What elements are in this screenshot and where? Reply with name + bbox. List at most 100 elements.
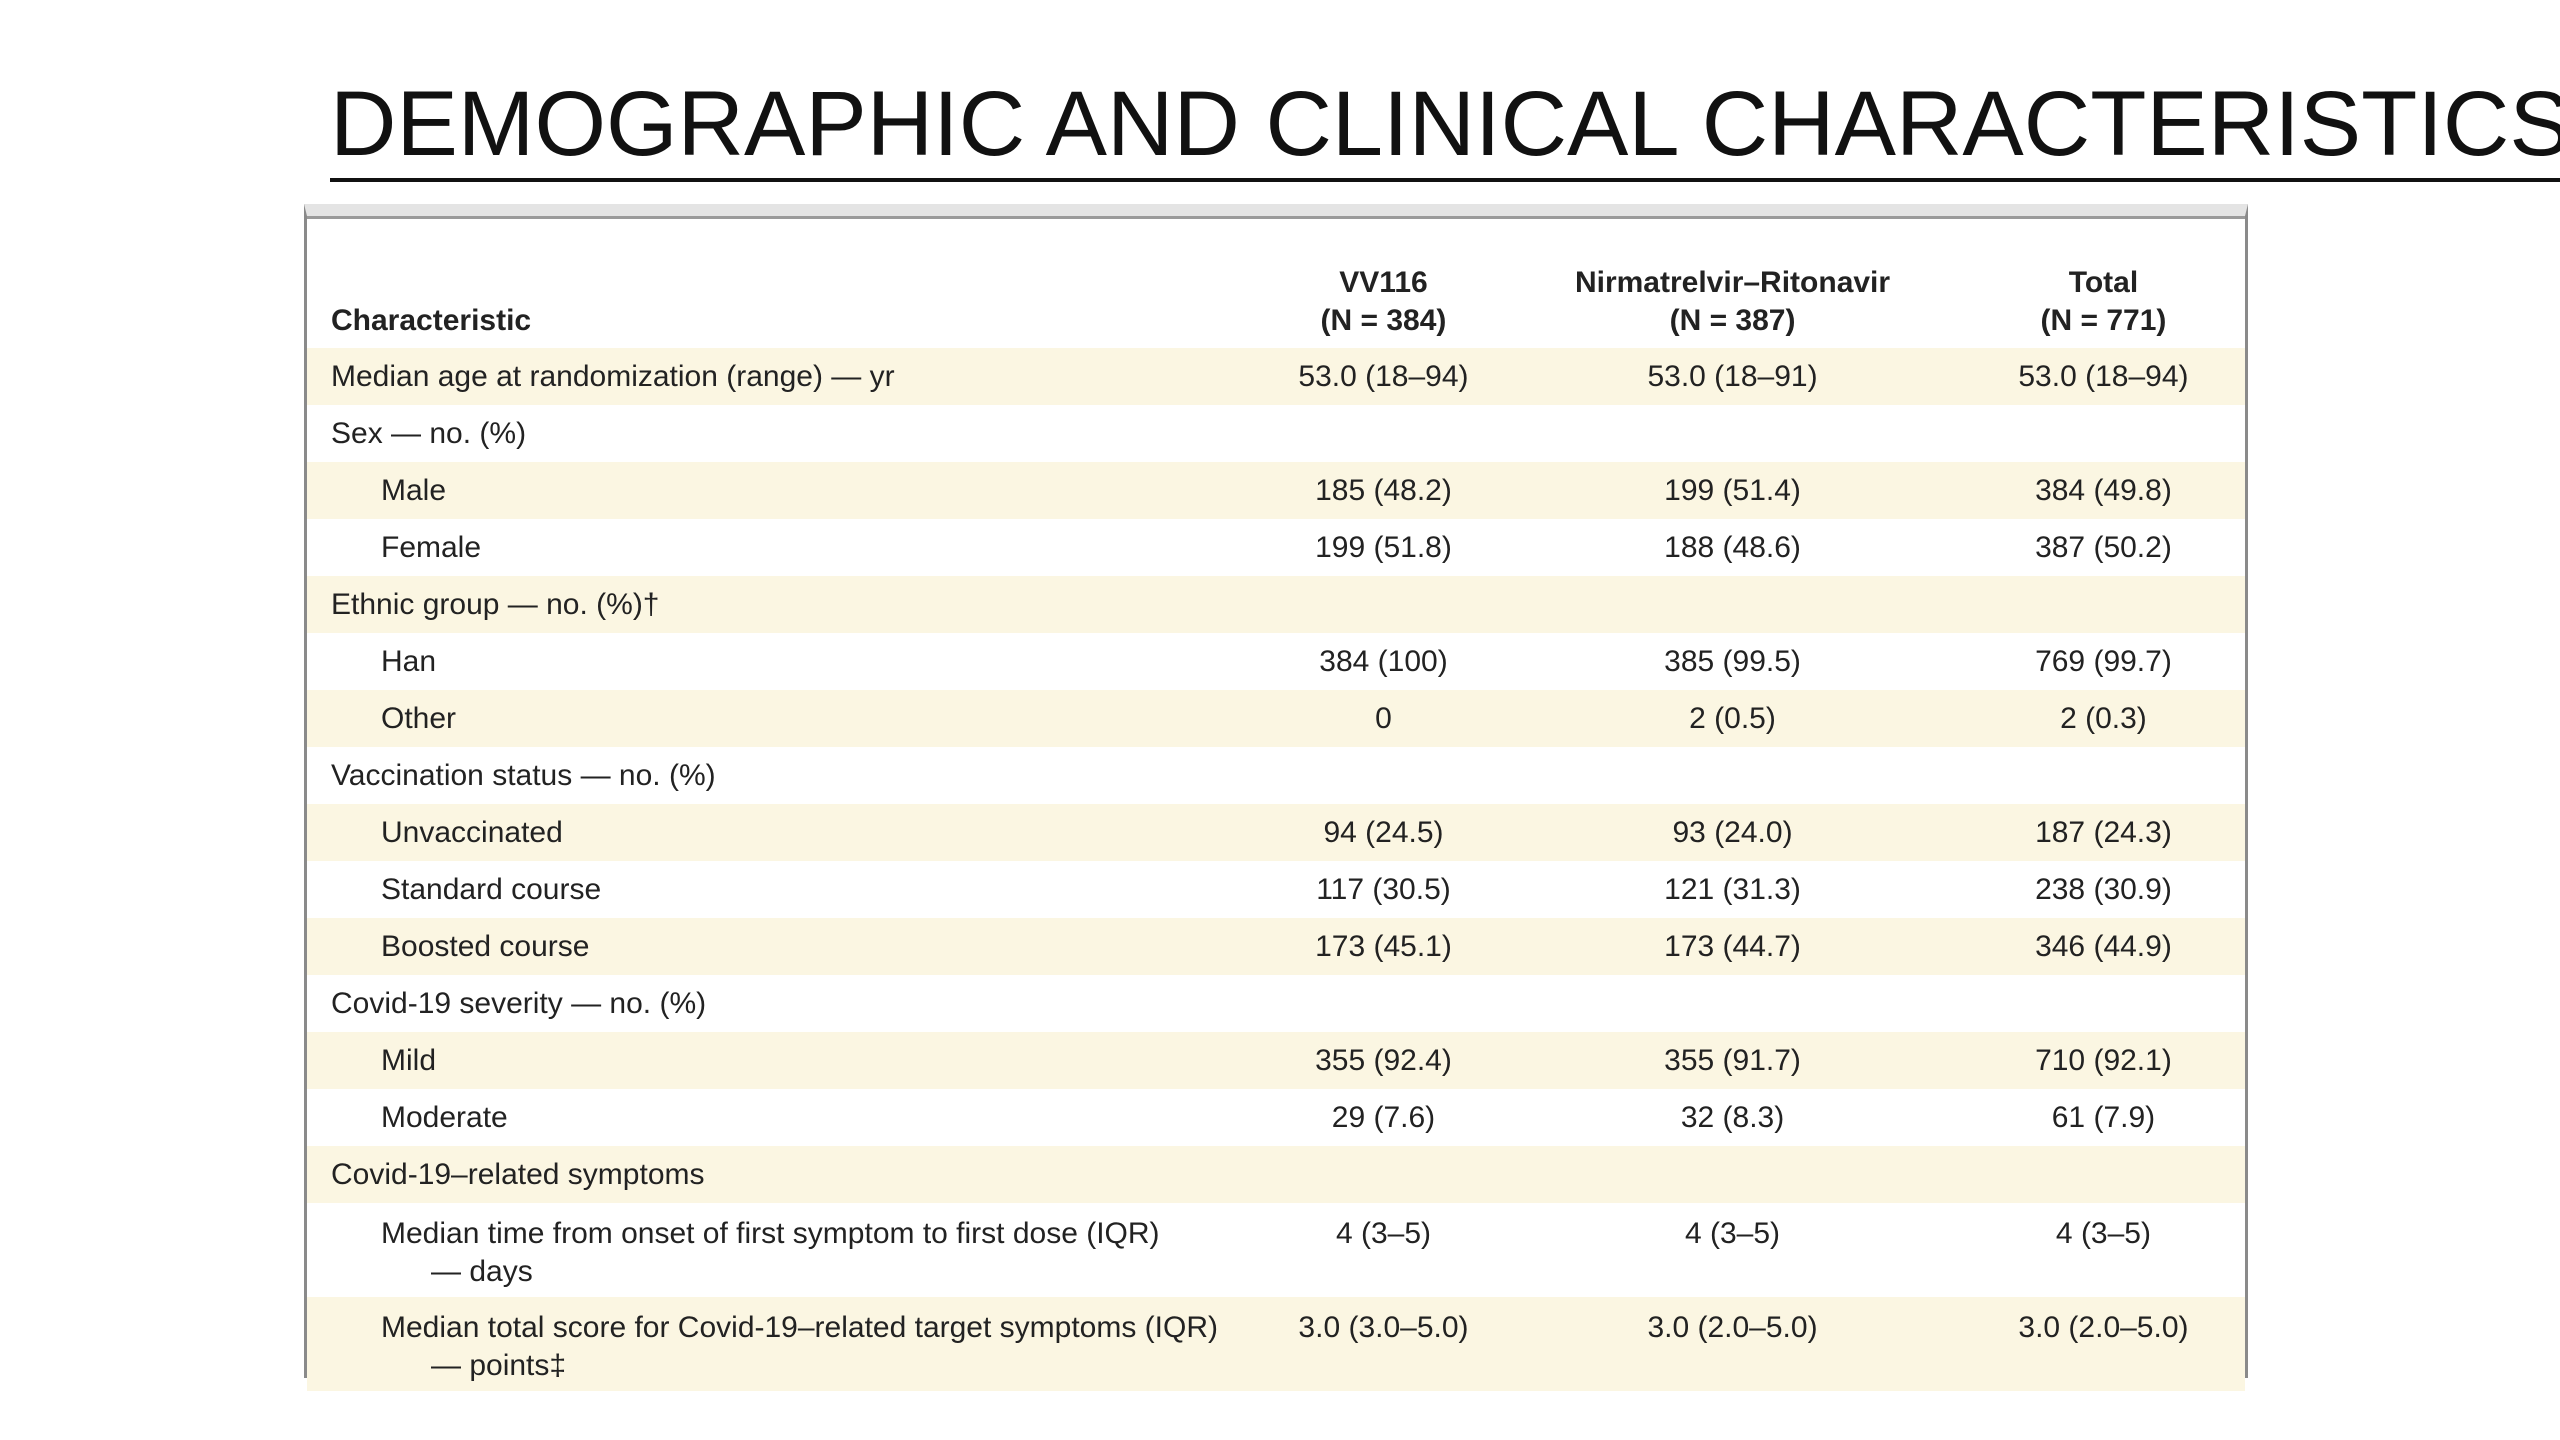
- table-header-row: Characteristic VV116 (N = 384) Nirmatrel…: [307, 236, 2245, 348]
- cell-nirmatrelvir-ritonavir: 2 (0.5): [1689, 701, 1776, 735]
- header-total: Total (N = 771): [1962, 236, 2245, 348]
- cell-vv116: 185 (48.2): [1315, 473, 1452, 507]
- cell-nirmatrelvir-ritonavir: 355 (91.7): [1664, 1043, 1801, 1077]
- cell-total: 4 (3–5): [2055, 1217, 2151, 1250]
- header-total-n: (N = 771): [2040, 304, 2167, 337]
- table-row: Covid-19–related symptoms: [307, 1146, 2245, 1203]
- cell-nirmatrelvir-ritonavir: 173 (44.7): [1664, 929, 1801, 963]
- cell-total: 2 (0.3): [2060, 701, 2147, 735]
- table-row: Moderate 29 (7.6) 32 (8.3) 61 (7.9): [307, 1089, 2245, 1146]
- row-label: Covid-19 severity — no. (%): [331, 986, 707, 1020]
- row-label-continuation: — days: [431, 1255, 533, 1288]
- cell-total: 710 (92.1): [2035, 1043, 2172, 1077]
- cell-vv116: 199 (51.8): [1315, 530, 1452, 564]
- cell-nirmatrelvir-ritonavir: [1503, 975, 1962, 1032]
- header-vv116: VV116 (N = 384): [1264, 236, 1503, 348]
- cell-vv116: 173 (45.1): [1315, 929, 1452, 963]
- cell-total: [1962, 747, 2245, 804]
- cell-vv116: 117 (30.5): [1316, 872, 1451, 906]
- cell-total: [1962, 975, 2245, 1032]
- table-row: Male 185 (48.2) 199 (51.4) 384 (49.8): [307, 462, 2245, 519]
- cell-nirmatrelvir-ritonavir: 53.0 (18–91): [1647, 359, 1818, 393]
- cell-vv116: 355 (92.4): [1315, 1043, 1452, 1077]
- header-total-name: Total: [2068, 266, 2139, 299]
- table-row: Median total score for Covid-19–related …: [307, 1297, 2245, 1391]
- row-label: Mild: [381, 1043, 437, 1077]
- cell-nirmatrelvir-ritonavir: 121 (31.3): [1664, 872, 1801, 906]
- row-label-wrapped: Median total score for Covid-19–related …: [307, 1297, 1264, 1391]
- cell-nirmatrelvir-ritonavir: [1503, 576, 1962, 633]
- row-label: Han: [381, 644, 437, 678]
- table-row: Covid-19 severity — no. (%): [307, 975, 2245, 1032]
- cell-total: 769 (99.7): [2035, 644, 2172, 678]
- cell-total: [1962, 405, 2245, 462]
- row-label: Female: [381, 530, 482, 564]
- row-label: Covid-19–related symptoms: [331, 1157, 705, 1191]
- row-label: Boosted course: [381, 929, 590, 963]
- table-row: Standard course 117 (30.5) 121 (31.3) 23…: [307, 861, 2245, 918]
- cell-nirmatrelvir-ritonavir: 93 (24.0): [1672, 815, 1793, 849]
- cell-total: [1962, 1146, 2245, 1203]
- cell-vv116: 53.0 (18–94): [1298, 359, 1469, 393]
- cell-vv116: 4 (3–5): [1335, 1217, 1432, 1250]
- cell-nirmatrelvir-ritonavir: [1503, 405, 1962, 462]
- row-label: Vaccination status — no. (%): [331, 758, 716, 792]
- cell-nirmatrelvir-ritonavir: [1503, 1146, 1962, 1203]
- cell-vv116: 94 (24.5): [1323, 815, 1444, 849]
- cell-total: [1962, 576, 2245, 633]
- row-label: Ethnic group — no. (%)†: [331, 587, 660, 621]
- cell-vv116: [1264, 747, 1503, 804]
- header-nr-name: Nirmatrelvir–Ritonavir: [1574, 266, 1891, 299]
- row-label: Median total score for Covid-19–related …: [381, 1311, 1218, 1344]
- cell-total: 187 (24.3): [2035, 815, 2172, 849]
- table-row: Sex — no. (%): [307, 405, 2245, 462]
- row-label: Male: [381, 473, 447, 507]
- cell-nirmatrelvir-ritonavir: 385 (99.5): [1664, 644, 1801, 678]
- header-nr-n: (N = 387): [1669, 304, 1796, 337]
- table-row: Other 0 2 (0.5) 2 (0.3): [307, 690, 2245, 747]
- table-row: Han 384 (100) 385 (99.5) 769 (99.7): [307, 633, 2245, 690]
- cell-total: 61 (7.9): [2051, 1100, 2156, 1134]
- header-characteristic: Characteristic: [331, 304, 532, 337]
- cell-nirmatrelvir-ritonavir: 3.0 (2.0–5.0): [1647, 1311, 1818, 1344]
- cell-vv116: 29 (7.6): [1331, 1100, 1436, 1134]
- cell-nirmatrelvir-ritonavir: 4 (3–5): [1684, 1217, 1781, 1250]
- slide-title: DEMOGRAPHIC AND CLINICAL CHARACTERISTICS: [330, 72, 2560, 182]
- cell-vv116: [1264, 1146, 1503, 1203]
- cell-total: 3.0 (2.0–5.0): [2018, 1311, 2189, 1344]
- table-row: Ethnic group — no. (%)†: [307, 576, 2245, 633]
- cell-nirmatrelvir-ritonavir: [1503, 747, 1962, 804]
- row-label-continuation: — points‡: [431, 1349, 567, 1382]
- header-vv116-name: VV116: [1339, 266, 1428, 299]
- cell-vv116: [1264, 576, 1503, 633]
- table-row: Boosted course 173 (45.1) 173 (44.7) 346…: [307, 918, 2245, 975]
- cell-nirmatrelvir-ritonavir: 32 (8.3): [1680, 1100, 1785, 1134]
- cell-vv116: 0: [1375, 701, 1392, 735]
- row-label: Moderate: [381, 1100, 508, 1134]
- row-label: Sex — no. (%): [331, 416, 527, 450]
- cell-vv116: 3.0 (3.0–5.0): [1298, 1311, 1469, 1344]
- table-row: Female 199 (51.8) 188 (48.6) 387 (50.2): [307, 519, 2245, 576]
- cell-nirmatrelvir-ritonavir: 199 (51.4): [1664, 473, 1801, 507]
- table-row: Median age at randomization (range) — yr…: [307, 348, 2245, 405]
- row-label: Standard course: [381, 872, 602, 906]
- characteristics-table-frame: Characteristic VV116 (N = 384) Nirmatrel…: [304, 204, 2248, 1391]
- cell-total: 387 (50.2): [2035, 530, 2172, 564]
- cell-vv116: 384 (100): [1319, 644, 1448, 678]
- row-label: Unvaccinated: [381, 815, 563, 849]
- row-label: Median time from onset of first symptom …: [381, 1217, 1160, 1250]
- cell-total: 53.0 (18–94): [2018, 359, 2189, 393]
- table-row: Unvaccinated 94 (24.5) 93 (24.0) 187 (24…: [307, 804, 2245, 861]
- row-label: Other: [381, 701, 457, 735]
- table-row: Mild 355 (92.4) 355 (91.7) 710 (92.1): [307, 1032, 2245, 1089]
- cell-nirmatrelvir-ritonavir: 188 (48.6): [1664, 530, 1801, 564]
- cell-vv116: [1264, 405, 1503, 462]
- header-nirmatrelvir-ritonavir: Nirmatrelvir–Ritonavir (N = 387): [1503, 236, 1962, 348]
- characteristics-table: Characteristic VV116 (N = 384) Nirmatrel…: [307, 236, 2245, 1391]
- table-row: Vaccination status — no. (%): [307, 747, 2245, 804]
- header-vv116-n: (N = 384): [1320, 304, 1447, 337]
- table-row: Median time from onset of first symptom …: [307, 1203, 2245, 1297]
- row-label-wrapped: Median time from onset of first symptom …: [307, 1203, 1264, 1297]
- row-label: Median age at randomization (range) — yr: [331, 359, 895, 393]
- cell-total: 238 (30.9): [2035, 872, 2172, 906]
